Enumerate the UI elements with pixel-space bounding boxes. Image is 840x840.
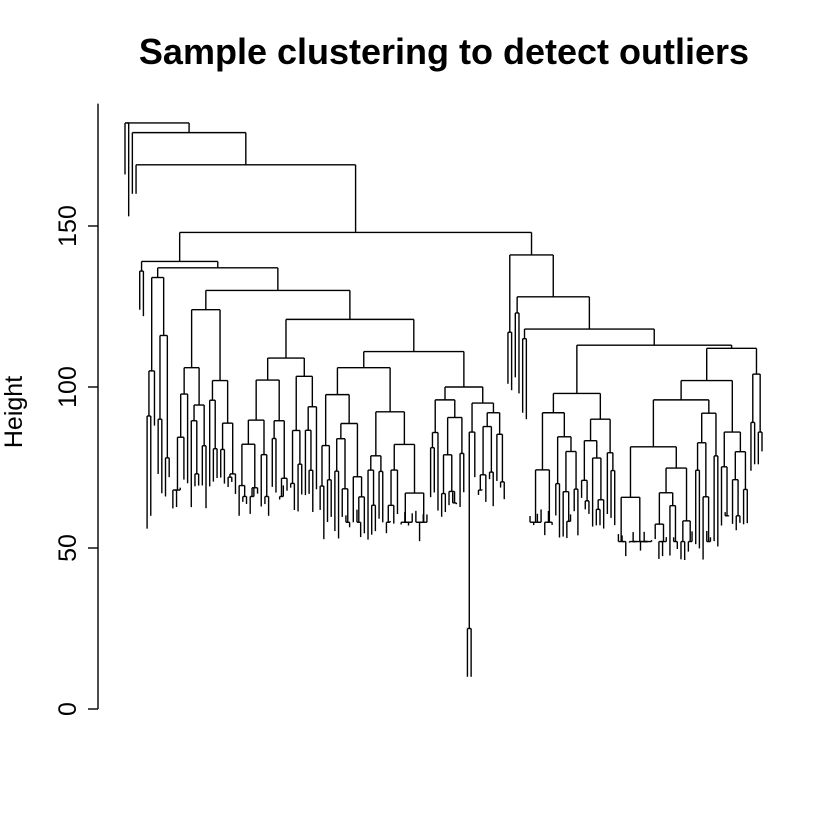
chart-title: Sample clustering to detect outliers [139, 31, 749, 72]
y-axis-label: Height [0, 376, 28, 448]
y-tick-label: 50 [54, 534, 82, 562]
y-tick-label: 150 [54, 205, 82, 247]
y-tick-label: 100 [54, 366, 82, 408]
y-tick-label: 0 [54, 702, 82, 716]
y-axis: 0 50 100 150 [54, 103, 99, 716]
dendrogram-tree [124, 122, 763, 677]
